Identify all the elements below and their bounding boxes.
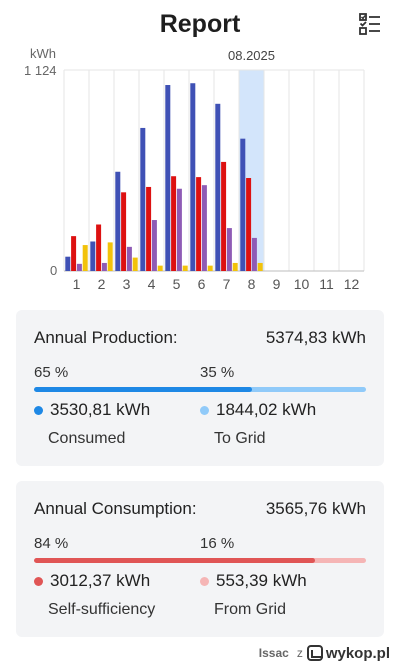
x-tick-label[interactable]: 2 (98, 276, 106, 292)
x-tick-label[interactable]: 8 (248, 276, 256, 292)
bar-month-4-series-4[interactable] (157, 265, 163, 271)
consumed-percent: 65 % (34, 364, 69, 381)
production-total: 5374,83 kWh (265, 328, 366, 347)
page-title: Report (159, 10, 241, 38)
bar-month-8-series-2[interactable] (246, 178, 252, 271)
consumed-value: 3530,81 kWh (50, 400, 151, 419)
selected-month-label: 08.2025 (228, 48, 275, 63)
wykop-logo: wykop.pl (306, 644, 390, 662)
bar-month-8-series-1[interactable] (240, 138, 246, 271)
bar-month-1-series-1[interactable] (65, 256, 71, 271)
bar-month-2-series-4[interactable] (107, 242, 113, 271)
bar-month-7-series-4[interactable] (232, 262, 238, 271)
bar-month-5-series-1[interactable] (165, 85, 171, 271)
self-sufficiency-legend: 3012,37 kWh (34, 571, 150, 591)
consumed-dot-icon (34, 405, 43, 415)
consumption-progress-bar (34, 558, 366, 563)
bar-month-5-series-3[interactable] (176, 188, 182, 271)
bar-month-5-series-4[interactable] (182, 265, 188, 271)
checklist-icon[interactable] (358, 12, 382, 36)
watermark-z: z (296, 646, 303, 660)
bar-month-6-series-1[interactable] (190, 83, 196, 271)
y-unit-label: kWh (30, 46, 56, 61)
y-max-label: 1 124 (24, 63, 57, 78)
consumption-title: Annual Consumption: (34, 499, 197, 518)
bar-month-7-series-1[interactable] (215, 103, 221, 272)
annual-consumption-card: Annual Consumption: 3565,76 kWh 84 % 16 … (16, 481, 384, 637)
to-grid-dot-icon (200, 405, 209, 415)
bar-month-6-series-4[interactable] (207, 265, 213, 271)
self-sufficiency-percent: 84 % (34, 535, 69, 552)
x-tick-label[interactable]: 9 (273, 276, 281, 292)
consumption-total: 3565,76 kWh (265, 499, 366, 518)
chart-canvas[interactable]: kWh 1 124 0 08.2025 1 2 3 4 5 6 7 8 9 10 11 12 (0, 44, 400, 294)
x-tick-label[interactable]: 6 (198, 276, 206, 292)
bar-month-3-series-2[interactable] (121, 192, 127, 271)
monthly-chart[interactable]: kWh 1 124 0 08.2025 1 2 3 4 5 6 7 8 9 10 11 12 (0, 44, 400, 294)
to-grid-value: 1844,02 kWh (216, 400, 317, 419)
bar-month-8-series-4[interactable] (257, 262, 263, 271)
bar-month-5-series-2[interactable] (171, 176, 177, 271)
bar-month-1-series-3[interactable] (76, 263, 82, 271)
bar-month-4-series-1[interactable] (140, 127, 146, 271)
self-sufficiency-label: Self-sufficiency (48, 601, 156, 618)
from-grid-legend: 553,39 kWh (200, 571, 307, 591)
annual-production-card: Annual Production: 5374,83 kWh 65 % 35 %… (16, 310, 384, 466)
bar-month-3-series-1[interactable] (115, 171, 121, 271)
x-tick-label[interactable]: 11 (319, 276, 334, 292)
watermark-site: wykop.pl (325, 644, 390, 662)
bar-month-4-series-2[interactable] (146, 186, 152, 271)
bar-month-3-series-3[interactable] (126, 246, 132, 271)
bar-month-2-series-2[interactable] (96, 224, 102, 271)
x-tick-label[interactable]: 10 (294, 276, 310, 292)
self-sufficiency-dot-icon (34, 576, 43, 586)
to-grid-legend: 1844,02 kWh (200, 400, 316, 420)
x-tick-label[interactable]: 3 (123, 276, 131, 292)
bar-month-1-series-2[interactable] (71, 236, 77, 271)
from-grid-dot-icon (200, 576, 209, 586)
from-grid-percent: 16 % (200, 535, 235, 552)
bar-month-2-series-3[interactable] (101, 262, 107, 271)
watermark: Issac z wykop.pl (259, 642, 390, 664)
wykop-logo-icon (306, 645, 323, 661)
bar-month-8-series-3[interactable] (251, 237, 257, 271)
watermark-user: Issac (258, 646, 289, 660)
bar-month-4-series-3[interactable] (151, 220, 157, 271)
y-min-label: 0 (50, 263, 57, 278)
production-title: Annual Production: (34, 328, 178, 347)
bar-month-7-series-3[interactable] (226, 228, 232, 271)
consumed-legend: 3530,81 kWh (34, 400, 150, 420)
header: Report (0, 0, 400, 50)
from-grid-value: 553,39 kWh (216, 571, 307, 590)
consumed-label: Consumed (48, 430, 126, 447)
bar-month-6-series-3[interactable] (201, 185, 207, 271)
production-progress-fill (34, 387, 253, 392)
self-sufficiency-value: 3012,37 kWh (50, 571, 151, 590)
bar-month-6-series-2[interactable] (196, 177, 202, 271)
consumption-progress-fill (34, 558, 315, 563)
x-tick-label[interactable]: 5 (173, 276, 181, 292)
x-tick-label[interactable]: 1 (73, 276, 81, 292)
production-progress-bar (34, 387, 366, 392)
x-tick-label[interactable]: 12 (344, 276, 360, 292)
bar-month-1-series-4[interactable] (82, 245, 88, 271)
bar-month-7-series-2[interactable] (221, 161, 227, 271)
from-grid-label: From Grid (214, 601, 286, 618)
x-tick-label[interactable]: 4 (148, 276, 156, 292)
to-grid-label: To Grid (214, 430, 266, 447)
bar-month-3-series-4[interactable] (132, 257, 138, 271)
bar-month-2-series-1[interactable] (90, 241, 96, 271)
x-tick-label[interactable]: 7 (223, 276, 231, 292)
to-grid-percent: 35 % (200, 364, 235, 381)
